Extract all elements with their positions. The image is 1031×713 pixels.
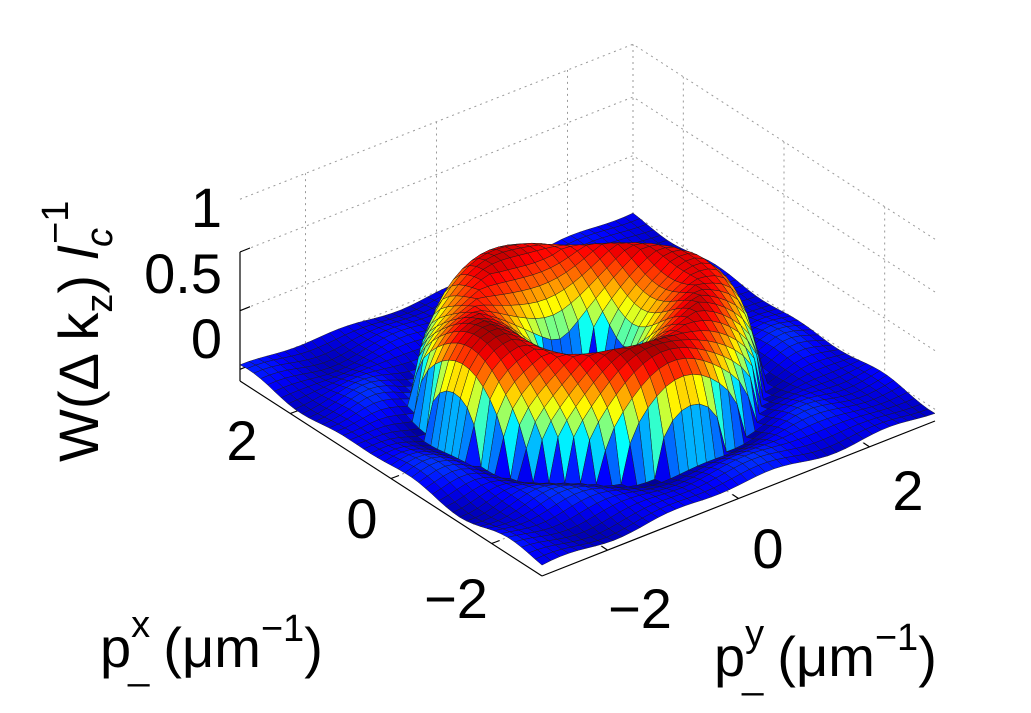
grid-line bbox=[239, 43, 634, 200]
surface-patch bbox=[534, 554, 552, 566]
x-tick bbox=[290, 409, 299, 415]
x-tick bbox=[390, 474, 400, 480]
x-tick bbox=[491, 539, 500, 545]
y-tick bbox=[732, 494, 739, 499]
axes bbox=[239, 247, 936, 577]
y-tick-label-0: 0 bbox=[752, 517, 783, 580]
x-tick-label-neg2: −2 bbox=[424, 567, 488, 630]
x-tick-label-0: 0 bbox=[346, 487, 377, 550]
y-axis-label: py _ (μm−1) bbox=[714, 613, 937, 697]
z-tick-label-0.5: 0.5 bbox=[144, 242, 222, 305]
y-tick-label-neg2: −2 bbox=[608, 577, 672, 640]
y-tick bbox=[601, 545, 608, 551]
z-tick bbox=[239, 247, 251, 253]
grid-line bbox=[239, 96, 634, 253]
surface bbox=[239, 212, 936, 566]
x-tick-label-2: 2 bbox=[226, 409, 257, 472]
x-axis-label: px _ (μm−1) bbox=[100, 604, 323, 688]
z-tick-label-1: 1 bbox=[191, 176, 222, 239]
y-tick-label-2: 2 bbox=[892, 459, 923, 522]
z-axis-label: W(Δ kz) lc−1 bbox=[35, 201, 121, 462]
z-tick bbox=[239, 306, 251, 312]
y-tick bbox=[863, 442, 870, 448]
z-tick-label-0: 0 bbox=[191, 307, 222, 370]
grid-line bbox=[239, 155, 634, 312]
grid-line bbox=[239, 213, 634, 370]
